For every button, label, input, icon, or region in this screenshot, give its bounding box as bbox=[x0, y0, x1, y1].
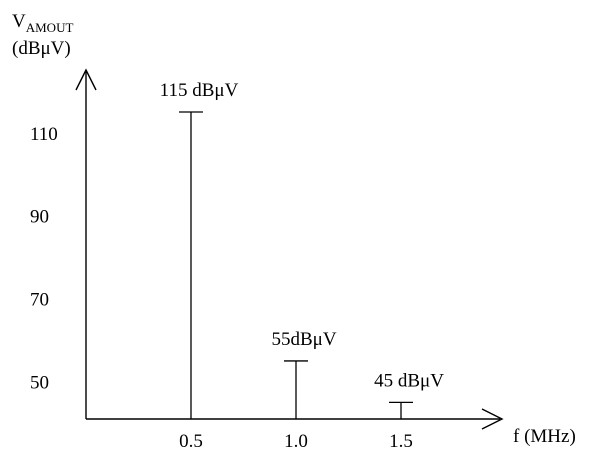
y-tick-label: 70 bbox=[30, 290, 49, 311]
y-axis-arrowhead bbox=[75, 68, 97, 91]
data-label: 115 dBμV bbox=[160, 80, 239, 101]
data-label: 55dBμV bbox=[271, 329, 336, 350]
y-tick-labels: 50 70 90 110 bbox=[30, 124, 58, 394]
x-axis-arrowhead bbox=[481, 408, 504, 430]
x-axis-title: f (MHz) bbox=[513, 426, 576, 447]
x-tick-label: 0.5 bbox=[179, 431, 203, 452]
y-axis-title-subscript: AMOUT bbox=[26, 20, 74, 35]
y-tick-label: 90 bbox=[30, 207, 49, 228]
x-tick-label: 1.0 bbox=[284, 431, 308, 452]
y-tick-label: 50 bbox=[30, 373, 49, 394]
y-axis-title: VAMOUT bbox=[12, 11, 73, 35]
x-tick-label: 1.5 bbox=[389, 431, 413, 452]
y-tick-label: 110 bbox=[30, 124, 58, 145]
data-label: 45 dBμV bbox=[374, 370, 444, 391]
y-axis-unit: (dBμV) bbox=[12, 38, 71, 59]
y-axis-title-main: V bbox=[12, 11, 26, 32]
spectral-lines bbox=[179, 111, 413, 419]
x-tick-labels: 0.5 1.0 1.5 bbox=[179, 431, 413, 452]
data-labels: 115 dBμV 55dBμV 45 dBμV bbox=[160, 80, 445, 391]
